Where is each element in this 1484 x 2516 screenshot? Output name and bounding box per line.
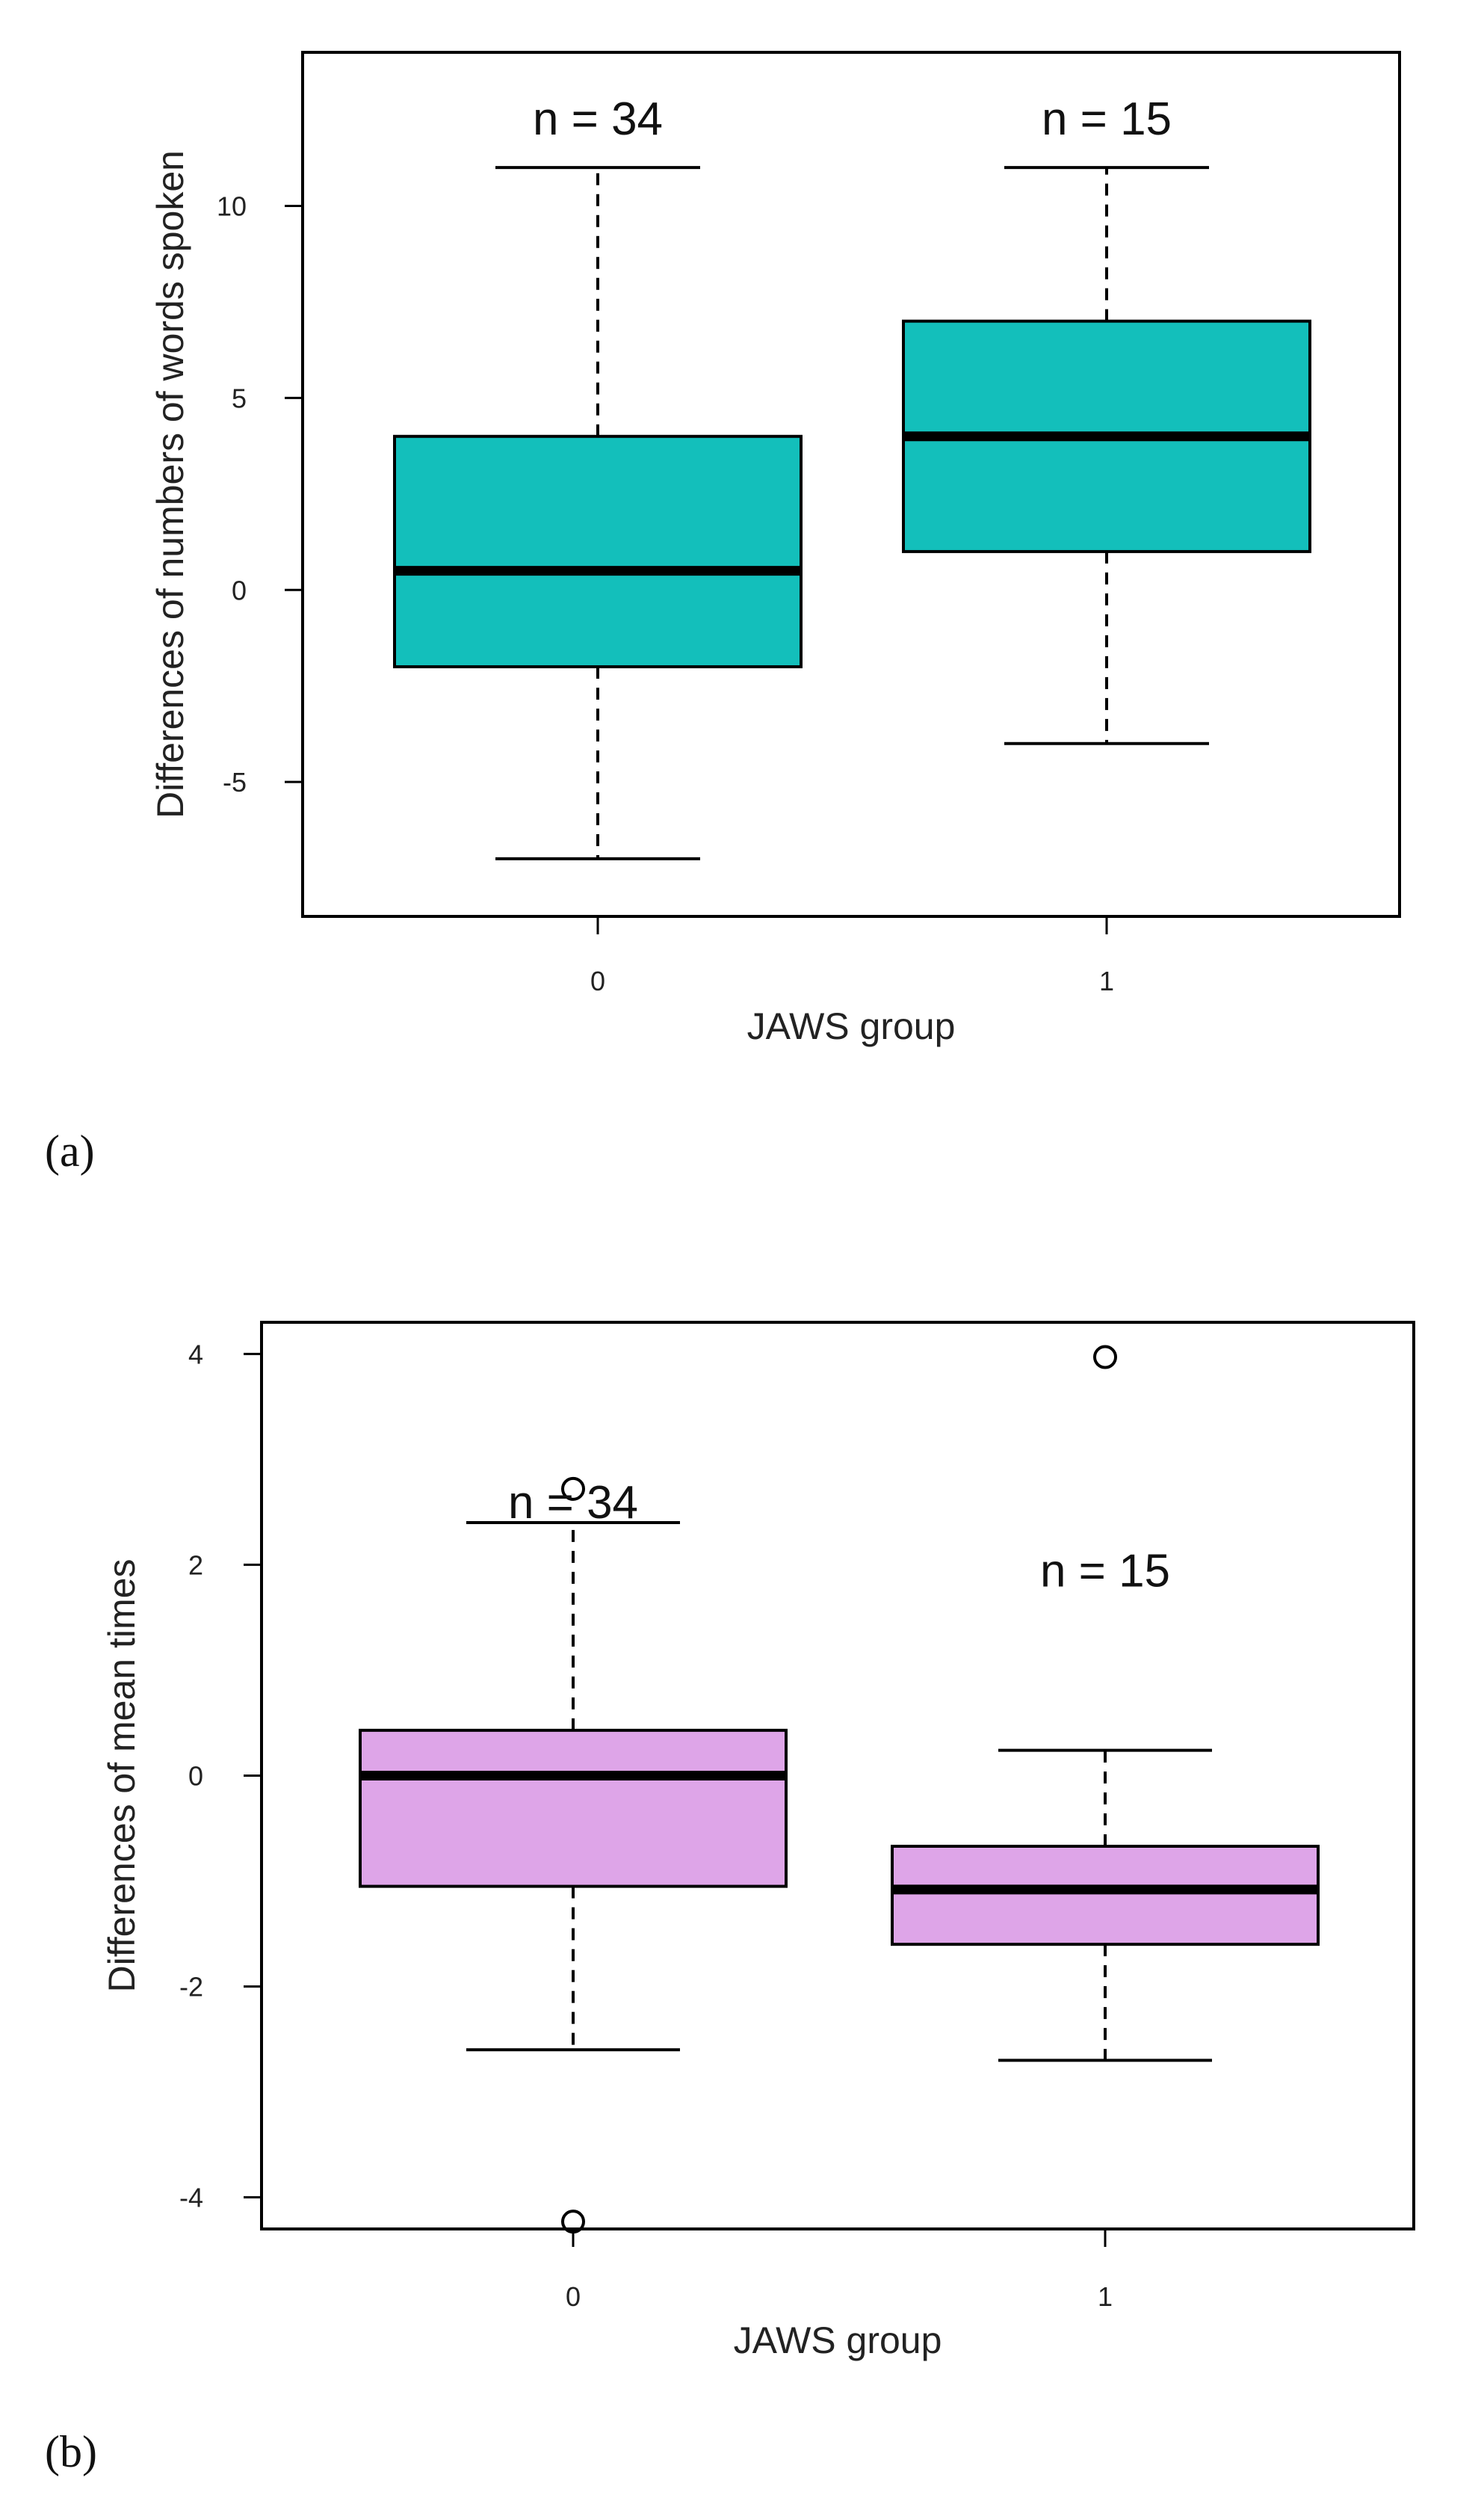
- box-group-0: n = 34: [393, 93, 803, 860]
- box-group-0: n = 34: [359, 1476, 788, 2234]
- x-axis-title: JAWS group: [734, 2319, 942, 2361]
- iqr-box: [891, 1845, 1320, 1946]
- y-tick-label: -2: [179, 1972, 203, 2002]
- iqr-box: [359, 1728, 788, 1888]
- sample-size-label: n = 15: [1042, 93, 1172, 145]
- panel-a: n = 34 0 n = 15 1 -5 0 5 10 JAWS group Difference…: [45, 51, 1401, 1176]
- plot-frame: [301, 51, 1401, 918]
- x-tick-label: 0: [590, 966, 605, 996]
- outlier-point: [561, 1476, 585, 1501]
- y-tick-label: 5: [232, 383, 247, 413]
- sample-size-label: n = 15: [1040, 1545, 1170, 1597]
- panel-label: (b): [45, 2427, 97, 2476]
- y-axis-title: Differences of mean times: [101, 1559, 143, 1993]
- outlier-point: [1093, 1345, 1117, 1369]
- panel-label: (a): [45, 1126, 95, 1176]
- y-tick-label: 4: [188, 1339, 203, 1369]
- box-group-1: n = 15: [891, 1345, 1320, 2062]
- y-tick-label: -5: [223, 767, 247, 798]
- y-tick-label: 10: [217, 191, 247, 222]
- x-tick-label: 1: [1099, 966, 1114, 996]
- y-tick-label: -4: [179, 2183, 203, 2213]
- y-tick-label: 0: [232, 575, 247, 605]
- panel-b: n = 34 0 n = 15 1 -4 -2 0 2 4 JAWS group Differenc…: [45, 1321, 1415, 2476]
- x-tick-label: 0: [566, 2281, 581, 2312]
- sample-size-label: n = 34: [508, 1477, 638, 1529]
- iqr-box: [393, 434, 803, 669]
- x-axis-title: JAWS group: [747, 1005, 956, 1047]
- y-axis-title: Differences of numbers of words spoken: [149, 150, 191, 818]
- sample-size-label: n = 34: [533, 93, 663, 145]
- y-tick-label: 0: [188, 1761, 203, 1792]
- y-tick-label: 2: [188, 1550, 203, 1580]
- box-group-1: n = 15: [902, 93, 1311, 745]
- x-tick-label: 1: [1098, 2281, 1113, 2312]
